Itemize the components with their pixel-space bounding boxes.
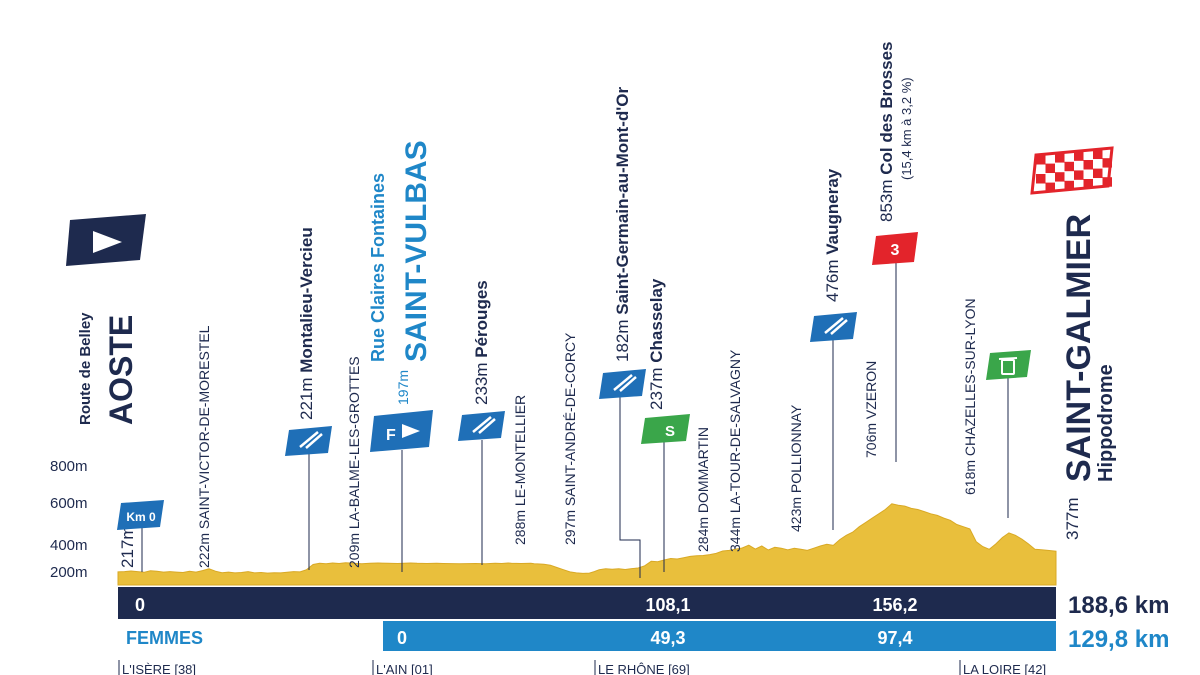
finish-flag-square xyxy=(1036,183,1046,193)
finish-flag-square xyxy=(1074,179,1084,190)
finish-flag-square xyxy=(1064,152,1074,162)
feed-zone-icon xyxy=(599,369,646,399)
place-sub-aoste: Route de Belley xyxy=(77,312,94,425)
finish-flag-square xyxy=(1064,171,1074,181)
finish-flag-square xyxy=(1045,154,1055,164)
department-ain: L'AIN [01] xyxy=(376,662,433,675)
finish-flag-square xyxy=(1045,182,1055,193)
start-flag-icon xyxy=(66,214,146,266)
svg-text:F: F xyxy=(386,427,396,444)
place-chasselay: 237m Chasselay xyxy=(647,278,666,410)
finish-flag-square xyxy=(1064,180,1074,191)
place-name-aoste: AOSTE xyxy=(103,315,139,425)
place-alt-aoste: 217m xyxy=(118,525,137,568)
department-loire: LA LOIRE [42] xyxy=(963,662,1046,675)
place-name-saint-galmier: SAINT-GALMIER xyxy=(1060,214,1098,482)
finish-flag-square xyxy=(1102,167,1112,178)
place-montalieu: 221m Montalieu-Vercieu xyxy=(297,227,316,420)
finish-flag-square xyxy=(1055,162,1065,173)
finish-flag-square xyxy=(1083,169,1093,179)
women-km-49: 49,3 xyxy=(650,628,685,648)
place-sub-saint-vulbas: Rue Claires Fontaines xyxy=(368,173,388,362)
department-isere: L'ISÈRE [38] xyxy=(122,662,196,675)
waste-zone-icon xyxy=(986,350,1031,380)
y-tick-label: 400m xyxy=(50,537,88,554)
finish-flag-square xyxy=(1036,155,1046,165)
women-km-start: 0 xyxy=(397,628,407,648)
place-vzeron: 706m VZERON xyxy=(863,361,879,458)
climb-category-marker: 3 xyxy=(872,232,918,265)
women-km-97: 97,4 xyxy=(877,628,912,648)
department-rhone: LE RHÔNE [69] xyxy=(598,662,690,675)
place-la-tour: 344m LA-TOUR-DE-SALVAGNY xyxy=(727,349,743,552)
marker-stems xyxy=(141,262,1009,578)
place-vaugneray: 476m Vaugneray xyxy=(823,168,842,302)
finish-flag-square xyxy=(1093,149,1103,160)
place-perouges: 233m Pérouges xyxy=(472,280,491,405)
svg-text:Km 0: Km 0 xyxy=(126,510,156,524)
distance-bar-women xyxy=(383,621,1056,651)
place-pollionnay: 423m POLLIONNAY xyxy=(788,404,804,532)
finish-flag-square xyxy=(1036,174,1046,184)
total-distance-men: 188,6 km xyxy=(1068,592,1169,619)
finish-flag-square xyxy=(1055,153,1065,163)
men-km-156: 156,2 xyxy=(872,595,917,615)
place-la-balme: 209m LA-BALME-LES-GROTTES xyxy=(346,356,362,568)
finish-flag-square xyxy=(1055,181,1065,192)
place-sub-saint-galmier: Hippodrome xyxy=(1095,364,1117,482)
place-chazelles: 618m CHAZELLES-SUR-LYON xyxy=(962,298,978,495)
y-tick-label: 800m xyxy=(50,458,88,475)
finish-flag-square xyxy=(1083,179,1093,189)
place-sub-col-des-brosses: (15,4 km à 3,2 %) xyxy=(899,77,914,180)
finish-flag-square xyxy=(1074,170,1084,180)
department-separators xyxy=(118,660,961,675)
place-alt-saint-galmier: 377m xyxy=(1063,497,1082,540)
place-saint-victor: 222m SAINT-VICTOR-DE-MORESTEL xyxy=(196,325,212,568)
finish-flag-square xyxy=(1102,148,1112,159)
feed-zone-icon xyxy=(285,426,332,456)
svg-text:3: 3 xyxy=(891,242,900,259)
place-saint-germain: 182m Saint-Germain-au-Mont-d'Or xyxy=(613,86,632,362)
y-axis: 200m 400m 600m 800m xyxy=(50,458,88,581)
finish-flag-square xyxy=(1093,178,1103,188)
total-distance-women: 129,8 km xyxy=(1068,626,1169,653)
finish-flag-square xyxy=(1045,163,1055,174)
finish-flag-square xyxy=(1074,160,1084,171)
finish-flag-square xyxy=(1083,160,1093,170)
place-saint-andre: 297m SAINT-ANDRÉ-DE-CORCY xyxy=(562,332,578,545)
finish-flag-icon xyxy=(1030,146,1114,195)
finish-flag-square xyxy=(1064,161,1074,172)
finish-flag-square xyxy=(1093,168,1103,179)
place-dommartin: 284m DOMMARTIN xyxy=(695,427,711,552)
feed-zone-icon xyxy=(810,312,857,342)
place-le-montellier: 288m LE-MONTELLIER xyxy=(512,395,528,545)
finish-flag-square xyxy=(1074,151,1084,161)
distance-bar-men xyxy=(118,587,1056,619)
women-bar-name: FEMMES xyxy=(126,628,203,648)
stem-saint-germain xyxy=(619,397,641,578)
start-femmes-marker: F xyxy=(370,410,433,452)
place-name-saint-vulbas: SAINT-VULBAS xyxy=(400,140,433,362)
svg-text:S: S xyxy=(665,423,675,440)
finish-flag-square xyxy=(1036,164,1046,174)
sprint-marker: S xyxy=(641,414,690,444)
y-tick-label: 200m xyxy=(50,564,88,581)
place-labels: Route de Belley AOSTE 217m 222m SAINT-VI… xyxy=(77,42,1117,569)
finish-flag-square xyxy=(1083,150,1093,160)
finish-flag-square xyxy=(1102,158,1112,168)
men-km-start: 0 xyxy=(135,595,145,615)
elevation-profile xyxy=(117,503,1057,586)
finish-flag-square xyxy=(1093,159,1103,169)
km0-marker: Km 0 xyxy=(117,500,164,530)
place-col-des-brosses: 853m Col des Brosses xyxy=(877,42,896,223)
finish-flag-square xyxy=(1055,172,1065,182)
y-tick-label: 600m xyxy=(50,495,88,512)
feed-zone-icon xyxy=(458,411,505,441)
finish-flag-border xyxy=(1030,146,1114,195)
men-km-108: 108,1 xyxy=(645,595,690,615)
place-alt-saint-vulbas: 197m xyxy=(395,370,411,405)
finish-flag-square xyxy=(1045,173,1055,183)
